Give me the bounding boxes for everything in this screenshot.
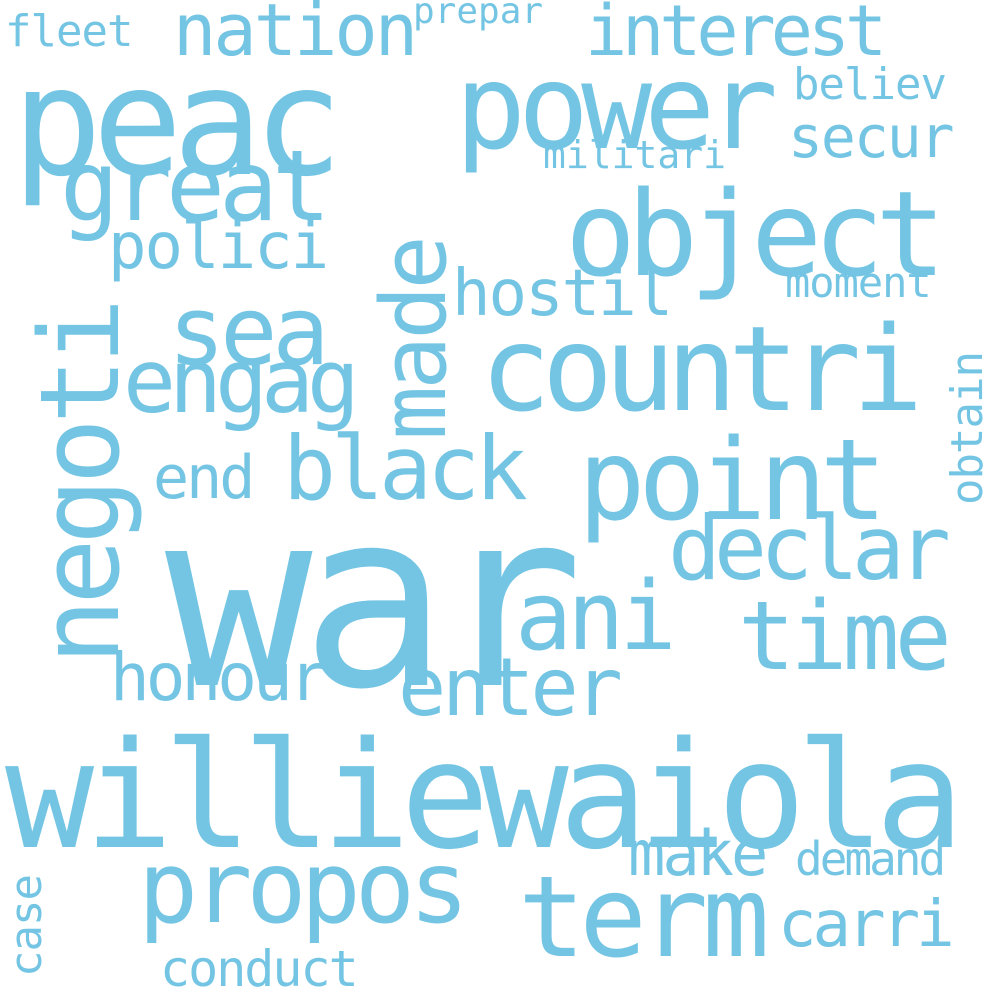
word-nation: nation [173, 0, 418, 72]
word-moment: moment [785, 258, 932, 307]
word-make: make [628, 817, 768, 890]
word-obtain: obtain [942, 352, 993, 505]
word-made: made [362, 239, 467, 440]
word-fleet: fleet [5, 6, 133, 57]
word-term: term [518, 853, 770, 983]
word-propos: propos [138, 829, 469, 946]
word-countri: countri [480, 300, 923, 438]
word-declar: declar [668, 497, 951, 600]
word-williewaiola: williewaiola [5, 710, 964, 882]
word-believ: believ [793, 59, 947, 110]
word-war: war [165, 458, 584, 743]
word-honour: honour [110, 639, 328, 716]
word-peac: peac [12, 36, 343, 210]
word-end: end [153, 443, 255, 513]
word-conduct: conduct [160, 940, 359, 998]
word-militari: militari [543, 133, 727, 177]
word-demand: demand [795, 832, 946, 886]
word-hostil: hostil [452, 257, 673, 331]
word-engag: engag [123, 330, 360, 433]
word-sea: sea [168, 277, 330, 387]
word-point: point [578, 416, 887, 546]
word-object: object [565, 165, 946, 303]
word-great: great [60, 130, 331, 244]
word-secur: secur [788, 103, 955, 171]
word-black: black [283, 417, 528, 520]
word-ani: ani [515, 562, 677, 672]
word-case: case [1, 875, 52, 977]
word-time: time [738, 582, 952, 692]
word-polici: polici [108, 210, 329, 284]
word-interest: interest [585, 0, 887, 72]
word-carri: carri [778, 888, 955, 962]
word-enter: enter [398, 641, 623, 734]
word-negoti: negoti [16, 303, 144, 665]
word-power: power [455, 38, 778, 176]
word-prepar: prepar [413, 0, 544, 32]
